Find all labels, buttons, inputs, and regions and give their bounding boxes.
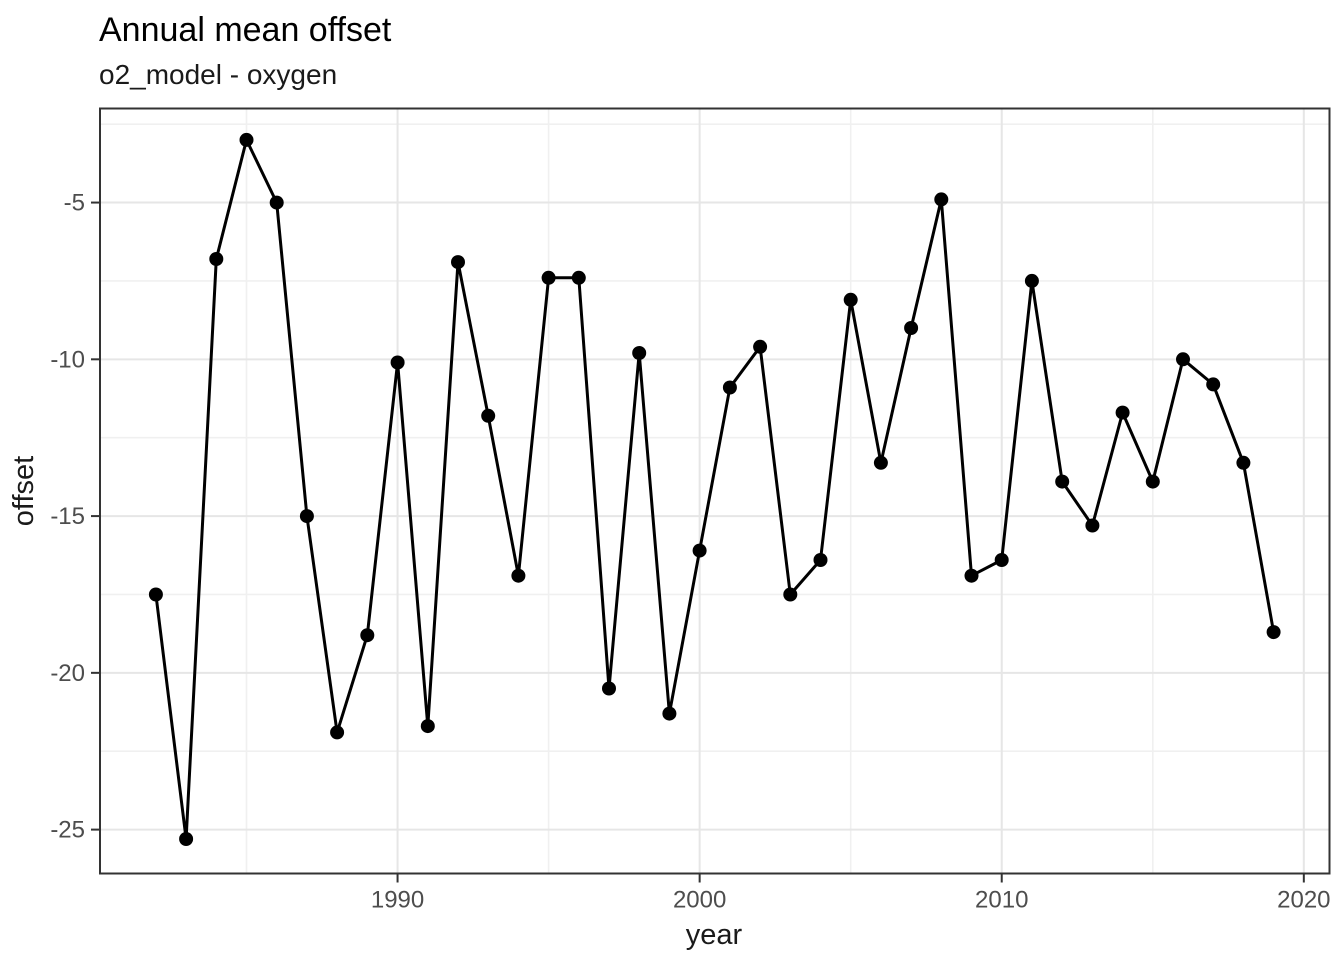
data-point (813, 553, 828, 567)
y-tick-label: -15 (50, 503, 85, 530)
data-point (602, 681, 616, 696)
data-point (1055, 474, 1070, 489)
x-tick-label: 2020 (1277, 887, 1330, 914)
data-point (179, 832, 194, 846)
data-point (1085, 518, 1100, 533)
data-point (662, 706, 677, 721)
data-point (1145, 474, 1160, 489)
data-point (994, 553, 1009, 567)
x-tick-label: 2010 (975, 887, 1028, 914)
data-point (330, 725, 345, 740)
x-tick-label: 1990 (371, 887, 424, 914)
data-point (753, 339, 768, 354)
x-axis-title: year (686, 919, 743, 951)
data-point (632, 346, 647, 360)
data-point (451, 255, 465, 270)
y-tick-label: -5 (64, 190, 85, 217)
chart-title: Annual mean offset (99, 11, 392, 49)
plot-panel: -5 -10 -15 -20 -25 1990 2000 2010 2020 (50, 107, 1331, 914)
y-tick-label: -20 (50, 660, 85, 687)
data-point (360, 628, 375, 643)
data-point (390, 355, 405, 370)
y-axis-title: offset (8, 456, 40, 526)
data-point (269, 195, 284, 210)
data-point (541, 270, 556, 285)
data-point (1176, 352, 1190, 367)
data-point (1115, 405, 1130, 420)
data-point (934, 192, 949, 207)
data-point (722, 380, 737, 395)
data-point (148, 587, 163, 602)
data-point (692, 543, 707, 558)
data-point (1236, 455, 1251, 470)
data-point (964, 568, 979, 583)
data-point (239, 132, 254, 147)
chart-subtitle: o2_model - oxygen (99, 59, 337, 90)
data-point (1024, 273, 1039, 288)
y-tick-label: -10 (50, 346, 85, 373)
data-point (873, 455, 888, 470)
data-point (571, 270, 586, 285)
data-point (420, 719, 435, 734)
data-point (1266, 625, 1281, 640)
x-tick-label: 2000 (673, 887, 726, 914)
data-point (299, 509, 314, 524)
panel-background (100, 108, 1330, 874)
data-point (481, 408, 496, 423)
data-point (209, 252, 224, 266)
data-line (154, 138, 1276, 841)
data-point (511, 568, 526, 583)
data-point (904, 321, 919, 335)
data-point (843, 292, 858, 307)
data-point (783, 587, 798, 602)
panel-border (99, 107, 1331, 875)
data-point (1206, 377, 1221, 392)
y-tick-label: -25 (50, 817, 85, 844)
